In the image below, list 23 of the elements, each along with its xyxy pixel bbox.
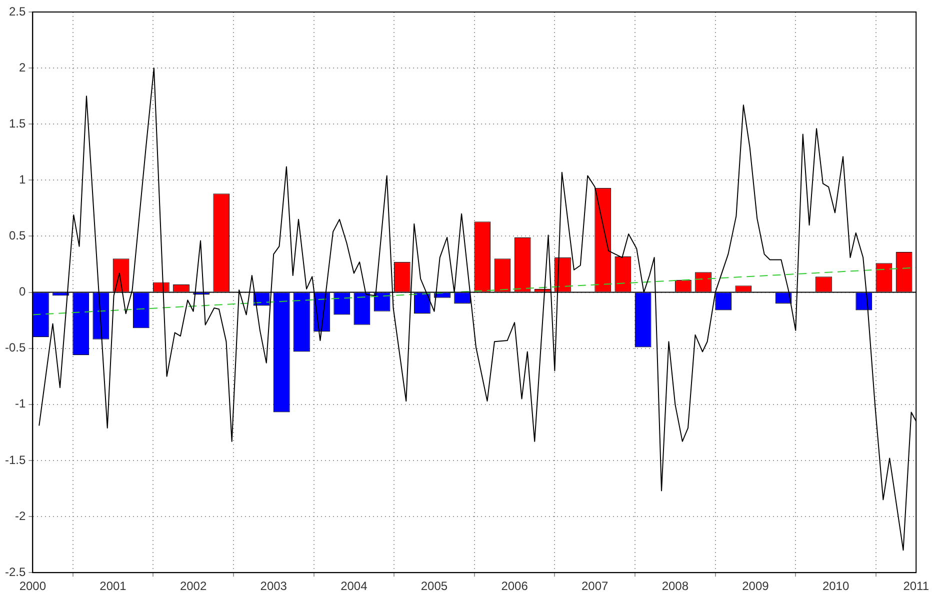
x-tick-label: 2001: [100, 579, 127, 594]
y-tick-label: -0.5: [4, 340, 26, 355]
x-tick-label: 2007: [582, 579, 609, 594]
y-tick-label: 0.5: [8, 228, 26, 243]
x-tick-label: 2009: [742, 579, 770, 594]
y-tick-label: -2: [15, 508, 26, 523]
x-tick-label: 2005: [420, 579, 448, 594]
x-tick-label: 2011: [903, 579, 930, 594]
y-tick-label: 2.5: [8, 4, 26, 18]
y-tick-label: -1: [15, 396, 26, 411]
x-tick-label: 2008: [662, 579, 689, 594]
x-tick-label: 2000: [19, 579, 46, 594]
x-tick-label: 2010: [822, 579, 850, 594]
y-tick-label: -2.5: [4, 564, 26, 579]
x-tick-label: 2002: [180, 579, 207, 594]
y-tick-label: 1: [18, 172, 26, 186]
y-tick-label: 0: [18, 284, 26, 299]
y-tick-label: 1.5: [8, 116, 26, 130]
x-tick-label: 2006: [501, 579, 528, 594]
y-tick-label: -1.5: [4, 452, 26, 467]
x-tick-label: 2003: [260, 579, 288, 594]
x-tick-label: 2004: [340, 579, 368, 594]
y-tick-label: 2: [18, 60, 26, 74]
